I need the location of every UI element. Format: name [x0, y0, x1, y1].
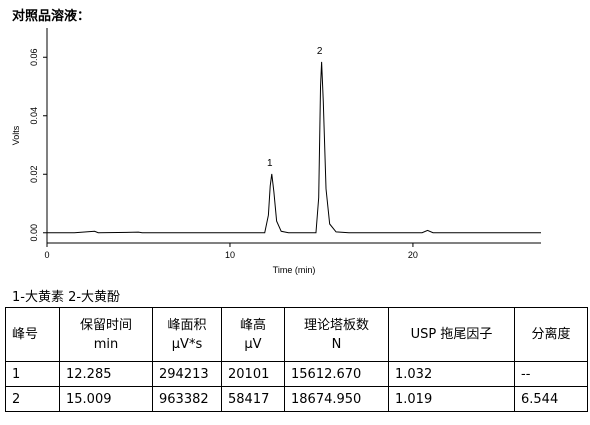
cell: 294213 — [152, 361, 222, 387]
header-text: 峰面积 — [167, 317, 207, 333]
header-cell: 保留时间 min — [59, 307, 153, 362]
x-axis-title: Time (min) — [273, 265, 316, 275]
cell: 12.285 — [59, 361, 153, 387]
y-tick-label: 0.02 — [29, 165, 39, 183]
data-row: 1 12.285 294213 20101 15612.670 1.032 -- — [5, 361, 588, 387]
header-text: 保留时间 — [79, 317, 132, 333]
header-text: 峰高 — [239, 317, 266, 333]
cell: 15612.670 — [284, 361, 389, 387]
cell: -- — [514, 361, 588, 387]
y-tick-label: 0.00 — [29, 224, 39, 242]
header-cell: 理论塔板数 N — [284, 307, 389, 362]
peak-label: 1 — [267, 158, 273, 169]
cell: 20101 — [221, 361, 285, 387]
data-row: 2 15.009 963382 58417 18674.950 1.019 6.544 — [5, 386, 588, 412]
cell: 1.032 — [388, 361, 515, 387]
trace — [47, 61, 541, 234]
chart: 0.00 0.02 0.04 0.06 0 10 20 Volts Time (min) 1 2 — [11, 28, 541, 275]
header-text: min — [93, 336, 119, 352]
y-tick-label: 0.04 — [29, 107, 39, 125]
x-tick-label: 0 — [44, 250, 49, 260]
cell: 1 — [5, 361, 60, 387]
cell: 963382 — [152, 386, 222, 412]
header-text: μV*s — [171, 336, 203, 352]
cell: 15.009 — [59, 386, 153, 412]
header-cell: 峰高 μV — [221, 307, 285, 362]
header-text: 分离度 — [531, 327, 571, 342]
cell: 58417 — [221, 386, 285, 412]
header-cell: 峰面积 μV*s — [152, 307, 222, 362]
x-tick-label: 10 — [225, 250, 235, 260]
header-cell: 分离度 — [514, 307, 588, 362]
y-axis-title: Volts — [11, 125, 21, 145]
header-cell: 峰号 — [5, 307, 60, 362]
cell: 2 — [5, 386, 60, 412]
header-text: 峰号 — [12, 327, 39, 342]
heading: 对照品溶液： — [12, 9, 91, 24]
header-text: μV — [244, 336, 262, 352]
x-tick-label: 20 — [408, 250, 418, 260]
header-text: 理论塔板数 — [303, 317, 369, 333]
cell: 6.544 — [514, 386, 588, 412]
y-tick-label: 0.06 — [29, 48, 39, 66]
legend-note: 1-大黄素 2-大黄酚 — [12, 290, 121, 305]
header-text: N — [331, 336, 342, 352]
peak-label: 2 — [317, 46, 323, 57]
header-cell: USP 拖尾因子 — [388, 307, 515, 362]
cell: 1.019 — [388, 386, 515, 412]
header-text: USP 拖尾因子 — [410, 327, 493, 342]
results-table: 峰号 保留时间 min 峰面积 μV*s 峰高 μV 理论塔板数 N USP 拖尾因子 分离度 1 12… — [5, 307, 588, 412]
cell: 18674.950 — [284, 386, 389, 412]
header-row: 峰号 保留时间 min 峰面积 μV*s 峰高 μV 理论塔板数 N USP 拖尾因子 分离度 — [5, 307, 588, 362]
